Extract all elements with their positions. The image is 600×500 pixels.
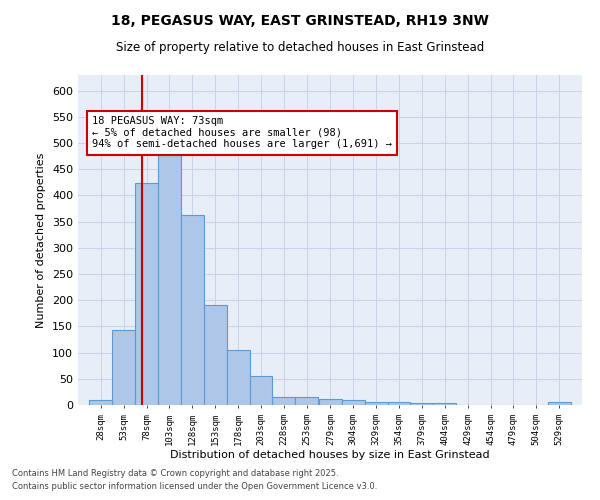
Bar [365,402,388,405]
Bar [89,400,112,405]
X-axis label: Distribution of detached houses by size in East Grinstead: Distribution of detached houses by size … [170,450,490,460]
Bar [250,376,272,405]
Bar [227,350,250,405]
Y-axis label: Number of detached properties: Number of detached properties [37,152,46,328]
Bar [204,306,227,405]
Bar [158,155,181,405]
Bar [112,330,135,405]
Bar [135,183,158,405]
Bar [548,402,571,405]
Text: 18 PEGASUS WAY: 73sqm
← 5% of detached houses are smaller (98)
94% of semi-detac: 18 PEGASUS WAY: 73sqm ← 5% of detached h… [92,116,392,150]
Text: 18, PEGASUS WAY, EAST GRINSTEAD, RH19 3NW: 18, PEGASUS WAY, EAST GRINSTEAD, RH19 3N… [111,14,489,28]
Bar [272,396,295,405]
Bar [410,404,433,405]
Text: Contains public sector information licensed under the Open Government Licence v3: Contains public sector information licen… [12,482,377,491]
Text: Size of property relative to detached houses in East Grinstead: Size of property relative to detached ho… [116,41,484,54]
Bar [433,403,456,405]
Bar [181,216,204,405]
Bar [388,402,410,405]
Bar [319,398,342,405]
Bar [295,397,318,405]
Bar [342,400,365,405]
Text: Contains HM Land Registry data © Crown copyright and database right 2025.: Contains HM Land Registry data © Crown c… [12,469,338,478]
